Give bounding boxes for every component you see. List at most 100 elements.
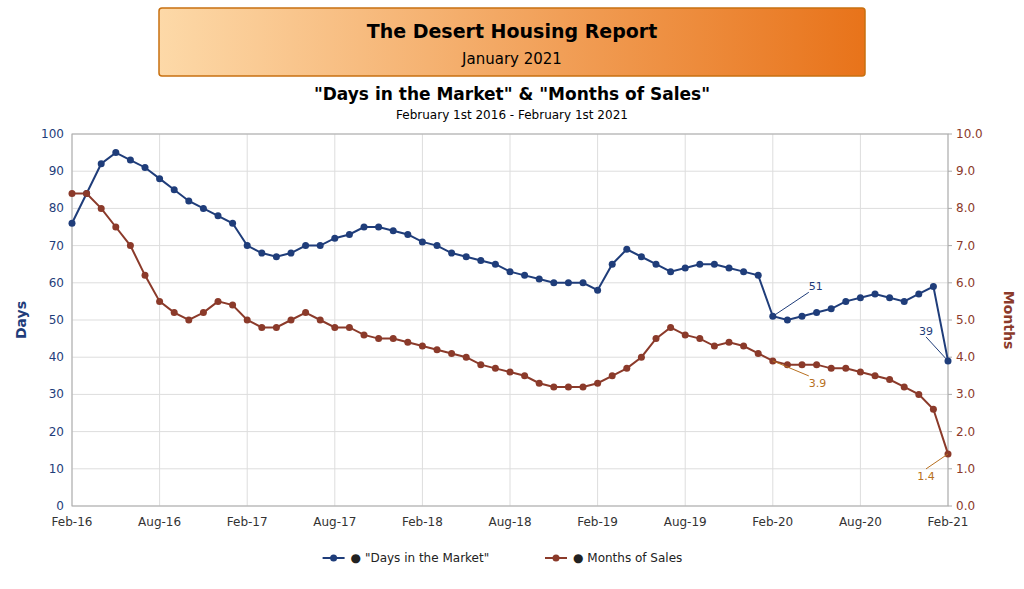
data-point (755, 350, 762, 357)
data-point (375, 335, 382, 342)
y-tick-label: 50 (49, 313, 64, 327)
data-point (623, 365, 630, 372)
annotation-leader (926, 337, 948, 361)
data-point (69, 190, 76, 197)
y-tick-label: 10 (49, 462, 64, 476)
data-point (521, 272, 528, 279)
data-point (98, 160, 105, 167)
y2-tick (948, 171, 952, 172)
data-point (477, 361, 484, 368)
data-point (404, 339, 411, 346)
y2-tick (948, 320, 952, 321)
header-title: The Desert Housing Report (367, 20, 658, 42)
data-point (857, 294, 864, 301)
subtitle: February 1st 2016 - February 1st 2021 (396, 108, 628, 122)
data-point (915, 290, 922, 297)
y-tick-label: 60 (49, 276, 64, 290)
data-point (273, 324, 280, 331)
data-point (580, 279, 587, 286)
data-point (229, 220, 236, 227)
data-point (726, 339, 733, 346)
data-point (112, 149, 119, 156)
data-point (477, 257, 484, 264)
data-point (842, 298, 849, 305)
y2-tick-label: 6.0 (956, 276, 975, 290)
y-tick-label: 70 (49, 239, 64, 253)
y-tick-label: 40 (49, 350, 64, 364)
data-point (696, 261, 703, 268)
y2-tick (948, 134, 952, 135)
data-point (375, 224, 382, 231)
y2-tick (948, 394, 952, 395)
data-point (419, 343, 426, 350)
data-point (317, 242, 324, 249)
data-point (215, 298, 222, 305)
x-grid-line (159, 134, 160, 506)
data-point (302, 309, 309, 316)
data-point (229, 302, 236, 309)
data-point (623, 246, 630, 253)
data-point (842, 365, 849, 372)
data-point (127, 242, 134, 249)
y-tick-label: 30 (49, 387, 64, 401)
data-layer (69, 149, 952, 457)
y2-tick (948, 208, 952, 209)
data-point (288, 250, 295, 257)
x-tick-label: Feb-21 (928, 515, 969, 529)
legend-label: ● Months of Sales (573, 551, 682, 565)
data-point (901, 298, 908, 305)
data-point (463, 253, 470, 260)
data-point (434, 346, 441, 353)
data-point (127, 157, 134, 164)
x-tick-label: Aug-18 (488, 515, 531, 529)
data-point (142, 164, 149, 171)
legend-label: ● "Days in the Market" (351, 551, 490, 565)
data-point (696, 335, 703, 342)
data-point (69, 220, 76, 227)
data-point (390, 335, 397, 342)
data-point (813, 361, 820, 368)
series (69, 190, 952, 457)
data-point (258, 324, 265, 331)
data-point (565, 383, 572, 390)
y2-tick (948, 431, 952, 432)
data-point (156, 175, 163, 182)
y-tick-label: 20 (49, 425, 64, 439)
data-point (711, 261, 718, 268)
data-point (828, 305, 835, 312)
legend-marker (553, 555, 560, 562)
data-point (171, 309, 178, 316)
data-point (930, 406, 937, 413)
data-point (200, 205, 207, 212)
data-point (594, 287, 601, 294)
x-grid-line (422, 134, 423, 506)
data-point (492, 365, 499, 372)
data-point (244, 242, 251, 249)
y-tick-label: 0 (56, 499, 64, 513)
x-tick-label: Feb-17 (227, 515, 268, 529)
data-point (142, 272, 149, 279)
data-point (638, 253, 645, 260)
data-point (594, 380, 601, 387)
data-point (463, 354, 470, 361)
legend-marker (330, 555, 337, 562)
data-point (784, 317, 791, 324)
data-point (930, 283, 937, 290)
annotation: 3.9 (809, 377, 827, 390)
data-point (346, 324, 353, 331)
data-point (361, 331, 368, 338)
data-point (390, 227, 397, 234)
annotation-leader (773, 361, 809, 376)
data-point (609, 261, 616, 268)
data-point (886, 294, 893, 301)
plot-frame (72, 134, 948, 506)
y-tick-label: 90 (49, 164, 64, 178)
series-line (72, 153, 948, 361)
y2-tick-label: 8.0 (956, 201, 975, 215)
title: "Days in the Market" & "Months of Sales" (314, 84, 710, 104)
data-point (740, 343, 747, 350)
data-point (813, 309, 820, 316)
data-point (828, 365, 835, 372)
x-tick-label: Feb-19 (577, 515, 618, 529)
legend: ● "Days in the Market" ● Months of Sales (323, 551, 683, 565)
